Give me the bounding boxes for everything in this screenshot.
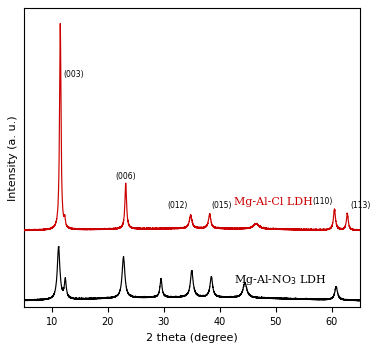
Text: (015): (015) <box>211 201 232 210</box>
Text: Mg-Al-NO$_3$ LDH: Mg-Al-NO$_3$ LDH <box>234 272 326 286</box>
X-axis label: 2 theta (degree): 2 theta (degree) <box>146 333 238 343</box>
Y-axis label: Intensity (a. u.): Intensity (a. u.) <box>8 115 18 201</box>
Text: (003): (003) <box>63 70 84 79</box>
Text: (113): (113) <box>350 201 370 210</box>
Text: (110): (110) <box>312 197 333 206</box>
Text: Mg-Al-Cl LDH: Mg-Al-Cl LDH <box>234 197 313 207</box>
Text: (006): (006) <box>116 172 136 180</box>
Text: (012): (012) <box>168 201 188 210</box>
